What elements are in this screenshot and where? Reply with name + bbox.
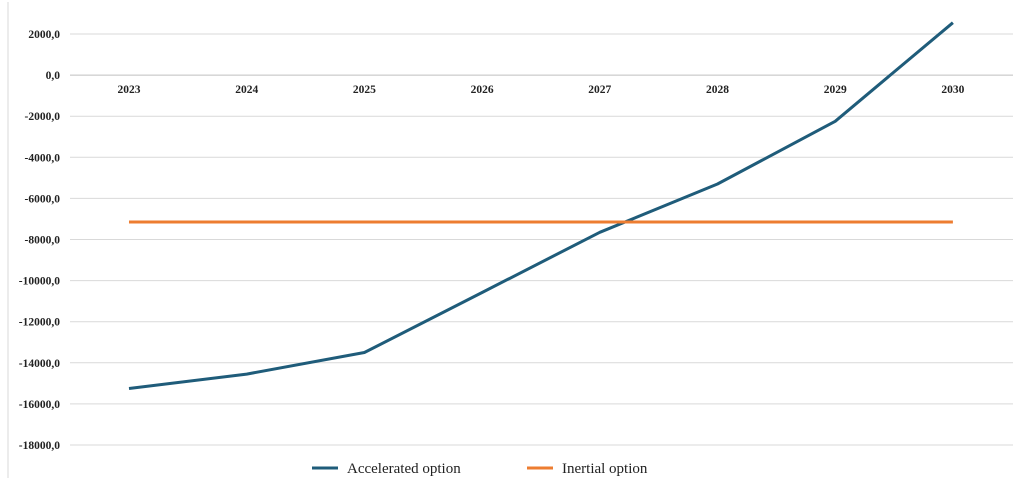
x-tick-label: 2025 [353, 84, 376, 96]
x-tick-label: 2023 [118, 84, 141, 96]
x-tick-label: 2024 [235, 84, 258, 96]
legend: Accelerated option Inertial option [312, 461, 648, 477]
y-tick-label: 0,0 [46, 70, 61, 82]
y-tick-label: -6000,0 [25, 193, 61, 205]
x-tick-label: 2027 [588, 84, 611, 96]
y-tick-label: -2000,0 [25, 111, 61, 123]
x-tick-label: 2028 [706, 84, 729, 96]
x-tick-label: 2026 [471, 84, 494, 96]
y-tick-label: -10000,0 [19, 276, 60, 288]
y-tick-label: -4000,0 [25, 152, 61, 164]
series-line-accelerated-option [129, 23, 953, 389]
gridlines [70, 34, 1013, 445]
x-axis-ticks: 2023 2024 2025 2026 2027 2028 2029 2030 [118, 84, 965, 96]
x-tick-label: 2029 [824, 84, 847, 96]
y-axis-ticks: 2000,0 0,0 -2000,0 -4000,0 -6000,0 -8000,0 -10… [19, 29, 60, 452]
y-tick-label: -12000,0 [19, 317, 60, 329]
y-tick-label: -16000,0 [19, 399, 60, 411]
y-tick-label: -18000,0 [19, 440, 60, 452]
y-tick-label: -14000,0 [19, 358, 60, 370]
legend-label-accelerated-option: Accelerated option [347, 461, 461, 477]
y-tick-label: -8000,0 [25, 235, 61, 247]
legend-label-inertial-option: Inertial option [562, 461, 648, 477]
series-lines [129, 23, 953, 389]
y-tick-label: 2000,0 [28, 29, 60, 41]
x-tick-label: 2030 [941, 84, 964, 96]
